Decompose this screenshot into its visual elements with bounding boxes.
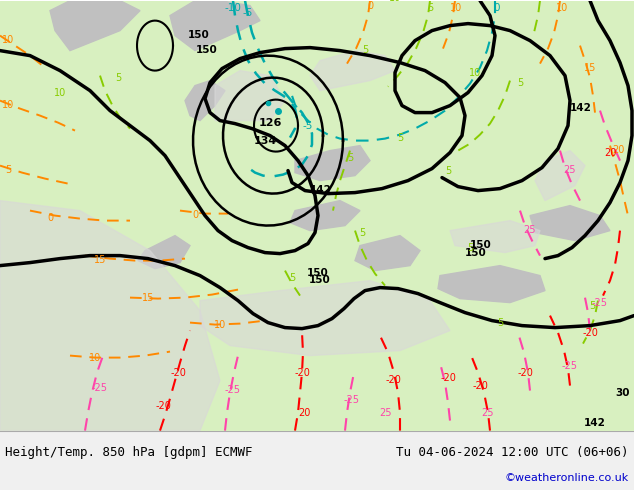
Text: -20: -20 (155, 401, 171, 411)
Text: 15: 15 (584, 63, 596, 73)
Text: Tu 04-06-2024 12:00 UTC (06+06): Tu 04-06-2024 12:00 UTC (06+06) (396, 445, 629, 459)
Text: 5: 5 (589, 300, 595, 311)
Text: 10: 10 (89, 353, 101, 363)
Text: 0: 0 (367, 0, 373, 11)
Text: 30: 30 (615, 388, 630, 397)
Text: 10: 10 (54, 88, 66, 98)
Text: 20: 20 (604, 147, 616, 158)
Text: -25: -25 (344, 394, 360, 405)
Text: 5: 5 (427, 2, 433, 13)
Text: 5: 5 (289, 272, 295, 283)
Text: 150: 150 (188, 29, 210, 40)
Polygon shape (438, 266, 545, 303)
Text: 15: 15 (94, 255, 106, 265)
Text: 5: 5 (362, 45, 368, 54)
Text: 150: 150 (465, 247, 487, 258)
Text: 5: 5 (359, 227, 365, 238)
Polygon shape (185, 80, 225, 121)
Text: 25: 25 (482, 408, 495, 417)
Text: 126: 126 (258, 118, 281, 127)
Text: 0: 0 (47, 213, 53, 222)
Text: -20: -20 (517, 368, 533, 378)
Text: 10: 10 (556, 2, 568, 13)
Text: 15: 15 (142, 293, 154, 303)
Text: 10: 10 (450, 2, 462, 13)
Text: 5: 5 (497, 318, 503, 328)
Text: 5: 5 (115, 73, 121, 83)
Polygon shape (138, 236, 190, 269)
Text: -20: -20 (385, 374, 401, 385)
Polygon shape (530, 206, 610, 241)
Text: 150: 150 (309, 274, 331, 285)
Text: 10: 10 (389, 0, 401, 2)
Polygon shape (290, 200, 360, 231)
Polygon shape (355, 236, 420, 270)
Text: -5: -5 (243, 8, 253, 18)
Text: -20: -20 (582, 328, 598, 338)
Text: 10: 10 (214, 319, 226, 330)
Text: -25: -25 (562, 361, 578, 370)
Text: -25: -25 (225, 385, 241, 394)
Text: 5: 5 (467, 243, 473, 253)
Polygon shape (450, 220, 540, 253)
Text: 10: 10 (469, 68, 481, 77)
Text: 10: 10 (2, 99, 14, 110)
Text: -10: -10 (224, 2, 242, 13)
Text: -20: -20 (472, 381, 488, 391)
Text: 142: 142 (570, 102, 592, 113)
Polygon shape (310, 50, 395, 91)
Text: ©weatheronline.co.uk: ©weatheronline.co.uk (505, 473, 629, 483)
Text: 134: 134 (254, 136, 276, 146)
Text: -20: -20 (294, 368, 310, 378)
Text: -25: -25 (592, 297, 608, 308)
Polygon shape (0, 200, 220, 431)
Text: -20: -20 (170, 368, 186, 378)
Text: 0: 0 (493, 2, 500, 13)
Polygon shape (200, 281, 450, 356)
Text: 150: 150 (307, 268, 329, 278)
Text: 5: 5 (5, 165, 11, 174)
Text: 20: 20 (298, 408, 310, 417)
Polygon shape (50, 0, 140, 50)
Text: -25: -25 (92, 383, 108, 392)
Text: 142: 142 (310, 185, 332, 195)
Text: 142: 142 (584, 417, 606, 428)
Text: 20: 20 (612, 145, 624, 155)
Text: 150: 150 (470, 240, 492, 249)
Text: Height/Temp. 850 hPa [gdpm] ECMWF: Height/Temp. 850 hPa [gdpm] ECMWF (5, 445, 252, 459)
Text: 5: 5 (397, 133, 403, 143)
Text: 5: 5 (445, 166, 451, 175)
Text: 5: 5 (347, 152, 353, 163)
Text: 25: 25 (564, 165, 576, 174)
Polygon shape (535, 150, 585, 200)
Text: 25: 25 (378, 408, 391, 417)
Text: 5: 5 (517, 77, 523, 88)
Text: -20: -20 (440, 372, 456, 383)
Text: 0: 0 (192, 210, 198, 220)
Text: 150: 150 (196, 45, 217, 54)
Polygon shape (295, 146, 370, 181)
Polygon shape (215, 71, 285, 121)
Text: 25: 25 (524, 224, 536, 235)
Text: -5: -5 (303, 121, 313, 131)
Polygon shape (170, 0, 260, 50)
Text: 10: 10 (2, 35, 14, 45)
